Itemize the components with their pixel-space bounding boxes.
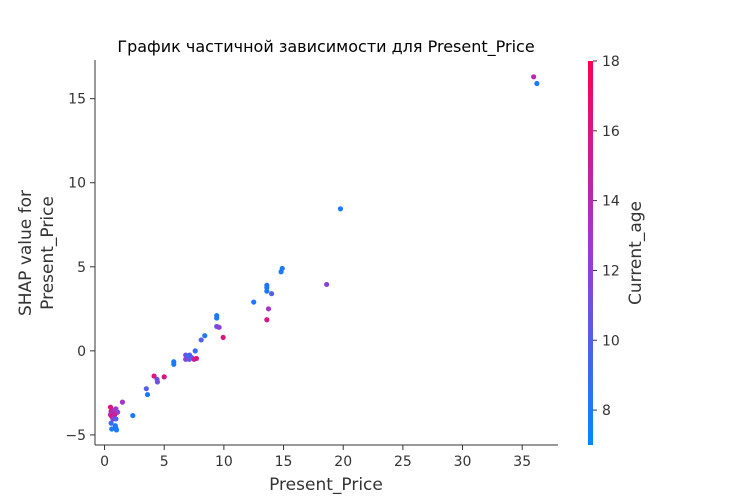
scatter-point [193,355,200,362]
scatter-point [112,412,118,418]
scatter-point [198,337,204,343]
scatter-point [264,288,270,294]
y-axis-title: SHAP value for Present_Price [16,190,58,316]
scatter-point [183,356,189,362]
y-axis-title-line-1: SHAP value for [16,190,36,316]
x-tick-label: 15 [275,454,293,470]
scatter-points [107,74,540,433]
scatter-point [107,404,114,410]
chart-title: График частичной зависимости для Present… [117,37,534,57]
scatter-point [119,399,126,405]
scatter-point [143,386,149,392]
colorbar-tick-label: 12 [602,263,620,279]
colorbar-ticks: 8 10 12 14 16 18 [593,54,620,419]
y-tick-label: 15 [68,92,86,108]
y-tick-label: 5 [77,260,86,276]
scatter-point [214,315,220,321]
scatter-point [144,391,151,398]
scatter-point [251,299,257,305]
scatter-point [108,420,114,426]
plot-axes [94,60,558,446]
colorbar-tick-label: 14 [602,194,620,210]
scatter-point [130,412,136,419]
colorbar-gradient [588,61,593,445]
scatter-point [324,281,330,288]
y-tick-label: 0 [77,344,86,360]
colorbar-tick-label: 18 [602,54,620,70]
scatter-point [269,291,275,297]
scatter-point [220,334,226,341]
scatter-point [216,324,222,330]
colorbar-title: Current_age [626,201,646,305]
x-tick-label: 25 [394,454,412,470]
colorbar-tick-label: 16 [602,124,620,140]
scatter-point [186,356,192,362]
scatter-point [113,416,119,422]
scatter-point [337,206,344,212]
scatter-point [154,379,161,385]
x-tick-label: 5 [160,454,169,470]
y-ticks: −5 0 5 10 15 [65,92,95,444]
x-ticks: 0 5 10 15 20 25 30 35 [100,445,531,470]
scatter-point [192,348,198,354]
y-tick-label: −5 [65,428,86,444]
x-tick-label: 30 [454,454,472,470]
scatter-point [534,80,540,87]
colorbar: 8 10 12 14 16 18 Current_age [588,54,646,445]
scatter-point [531,74,537,80]
scatter-point [161,374,167,380]
x-tick-label: 0 [100,454,109,470]
x-tick-label: 10 [215,454,233,470]
scatter-point [264,317,270,323]
x-tick-label: 35 [513,454,531,470]
scatter-point [265,306,272,312]
scatter-point [113,427,120,433]
scatter-point [202,333,208,339]
scatter-point [171,361,177,367]
scatter-point [278,269,284,275]
colorbar-tick-label: 8 [602,403,611,419]
y-tick-label: 10 [68,176,86,192]
y-axis-title-line-2: Present_Price [38,196,58,310]
x-tick-label: 20 [334,454,352,470]
scatter-point [109,426,115,432]
colorbar-tick-label: 10 [602,333,620,349]
x-axis-title: Present_Price [269,475,383,495]
scatter-point [151,373,157,379]
